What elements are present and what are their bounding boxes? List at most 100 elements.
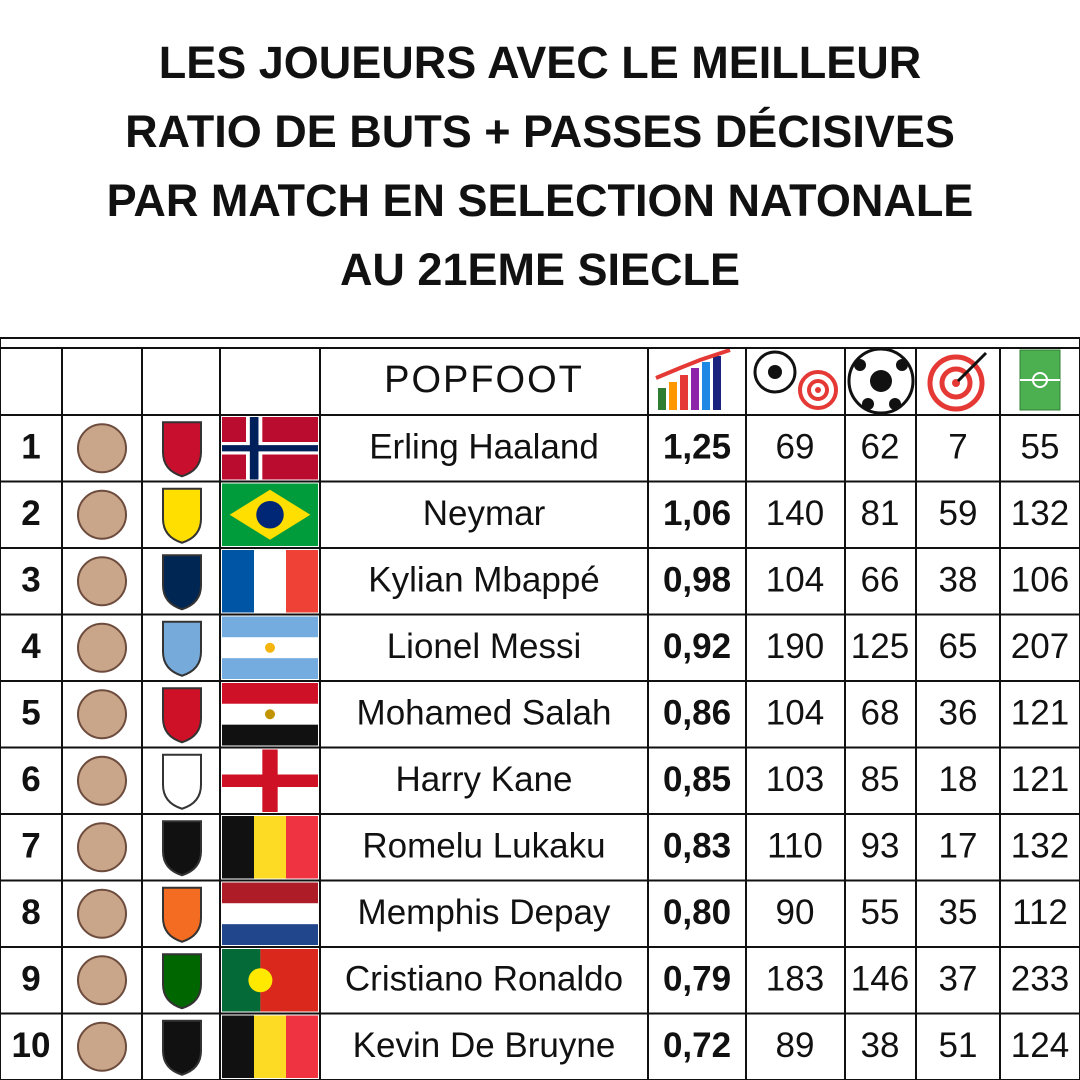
assists: 17 [939,827,978,866]
goals: 55 [861,893,900,932]
team-crest [162,953,202,1010]
player-photo [77,689,127,740]
rank: 4 [21,627,41,666]
player-name: Cristiano Ronaldo [345,960,623,999]
goals: 85 [861,760,900,799]
goals: 93 [861,827,900,866]
goals: 125 [851,627,909,666]
rank: 7 [21,827,40,866]
flag-part [286,816,318,879]
player-name: Neymar [423,494,546,533]
flag-part [222,683,318,704]
flag-part [222,816,254,879]
ratio: 1,06 [663,494,731,533]
ratio-icon [655,348,731,410]
flag-part [286,550,318,613]
assists-icon [927,351,988,412]
flag-part [286,1015,318,1078]
goals-plus-assists: 69 [776,428,815,467]
goals: 81 [861,494,900,533]
goals: 62 [861,428,900,467]
title-line: RATIO DE BUTS + PASSES DÉCISIVES [125,106,955,157]
player-name: Lionel Messi [387,627,582,666]
flag-part [254,1015,286,1078]
ratio: 0,80 [663,893,731,932]
goal-assist-icon [753,350,838,410]
title-line: PAR MATCH EN SELECTION NATONALE [107,175,974,226]
rank: 8 [21,893,40,932]
goals-icon [847,347,915,415]
ratio: 0,98 [663,561,731,600]
team-crest [162,886,202,943]
ratio: 0,72 [663,1026,731,1065]
assists: 18 [939,760,978,799]
player-name: Kylian Mbappé [368,561,600,600]
goals-plus-assists: 190 [766,627,824,666]
team-crest [162,620,202,677]
assists: 51 [939,1026,978,1065]
player-name: Mohamed Salah [357,694,612,733]
flag-part [254,816,286,879]
team-crest [162,820,202,877]
player-photo [77,822,127,873]
flag-part [265,709,275,720]
player-name: Memphis Depay [358,893,611,932]
rank: 6 [21,760,40,799]
goals-plus-assists: 89 [776,1026,815,1065]
player-photo [77,1021,127,1072]
rank: 9 [21,960,40,999]
ratio: 0,79 [663,960,731,999]
ratio: 0,86 [663,694,731,733]
player-photo [77,888,127,939]
rank: 1 [21,428,40,467]
assists: 65 [939,627,978,666]
goals-plus-assists: 183 [766,960,824,999]
player-photo [77,755,127,806]
assists: 36 [939,694,978,733]
flag-part [222,616,318,638]
matches: 112 [1012,893,1068,932]
matches-icon [1019,349,1061,411]
matches: 121 [1011,760,1069,799]
ratio: 1,25 [663,428,731,467]
player-photo [77,622,127,673]
matches: 121 [1011,694,1069,733]
goals-plus-assists: 90 [776,893,815,932]
team-crest [162,554,202,611]
player-photo [77,423,127,474]
matches: 207 [1011,627,1069,666]
flag-part [222,882,318,904]
matches: 233 [1011,960,1069,999]
flag-part [222,924,318,945]
goals-plus-assists: 110 [767,827,823,866]
flag-part [222,445,318,452]
brand-logo: POPFOOT [384,359,584,401]
flag-part [222,774,318,787]
team-crest [162,487,202,544]
ratio: 0,92 [663,627,731,666]
goals-plus-assists: 104 [766,694,824,733]
goals-plus-assists: 103 [766,760,824,799]
team-crest [162,421,202,478]
player-name: Romelu Lukaku [362,827,605,866]
assists: 37 [939,960,978,999]
player-photo [77,556,127,607]
goals-plus-assists: 140 [766,494,824,533]
goals: 68 [861,694,900,733]
matches: 132 [1011,827,1069,866]
flag-part [256,501,284,529]
flag-part [222,550,254,613]
assists: 38 [939,561,978,600]
matches: 106 [1011,561,1069,600]
player-name: Erling Haaland [369,428,599,467]
goals: 66 [861,561,900,600]
goals-plus-assists: 104 [766,561,824,600]
matches: 132 [1011,494,1069,533]
player-photo [77,955,127,1006]
flag-part [222,658,318,679]
flag-part [248,968,273,993]
assists: 59 [939,494,978,533]
flag-part [254,550,286,613]
goals: 146 [851,960,909,999]
